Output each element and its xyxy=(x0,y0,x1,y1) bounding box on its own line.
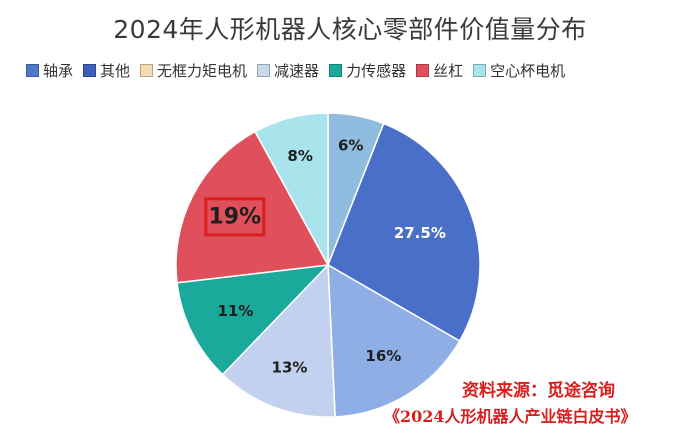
slice-label: 8% xyxy=(287,147,312,165)
highlight-box xyxy=(204,197,266,237)
pie-slice xyxy=(175,130,330,284)
chart-title: 2024年人形机器人核心零部件价值量分布 xyxy=(113,15,587,44)
legend-swatch xyxy=(257,64,271,77)
legend-item: 其他 xyxy=(83,60,130,81)
source-line: 《2024人形机器人产业链白皮书》 xyxy=(384,407,637,426)
legend-item: 空心杯电机 xyxy=(473,60,565,81)
chart-legend: 轴承 其他 无框力矩电机 减速器 力传感器 丝杠 空心杯电机 xyxy=(26,60,686,81)
source-note: 资料来源：觅途咨询 《2024人形机器人产业链白皮书》 xyxy=(384,376,694,427)
slice-label: 16% xyxy=(365,347,401,365)
legend-item: 轴承 xyxy=(26,60,73,81)
legend-item: 力传感器 xyxy=(329,60,406,81)
pie-slice xyxy=(176,264,330,376)
legend-item: 减速器 xyxy=(257,60,319,81)
legend-swatch xyxy=(140,64,154,77)
legend-swatch xyxy=(329,64,343,77)
legend-swatch xyxy=(473,64,487,77)
slice-label: 11% xyxy=(217,302,253,320)
pie-slice xyxy=(221,263,336,418)
slice-label: 19% xyxy=(208,204,261,229)
slice-label: 13% xyxy=(272,358,308,376)
legend-label: 减速器 xyxy=(274,62,320,80)
legend-label: 力传感器 xyxy=(346,62,407,80)
legend-swatch xyxy=(26,64,39,77)
pie-slice xyxy=(327,263,461,418)
legend-swatch xyxy=(416,64,430,77)
legend-label: 空心杯电机 xyxy=(490,62,566,80)
legend-label: 无框力矩电机 xyxy=(157,62,248,80)
legend-label: 丝杠 xyxy=(433,62,464,80)
legend-label: 其他 xyxy=(100,62,131,80)
slice-label: 6% xyxy=(338,137,363,155)
legend-item: 丝杠 xyxy=(416,60,463,81)
source-line: 资料来源：觅途咨询 xyxy=(462,381,615,401)
legend-label: 轴承 xyxy=(43,62,74,80)
legend-item: 无框力矩电机 xyxy=(140,60,247,81)
legend-swatch xyxy=(83,64,97,77)
pie-slice xyxy=(254,112,329,266)
slice-label: 27.5% xyxy=(394,224,446,242)
